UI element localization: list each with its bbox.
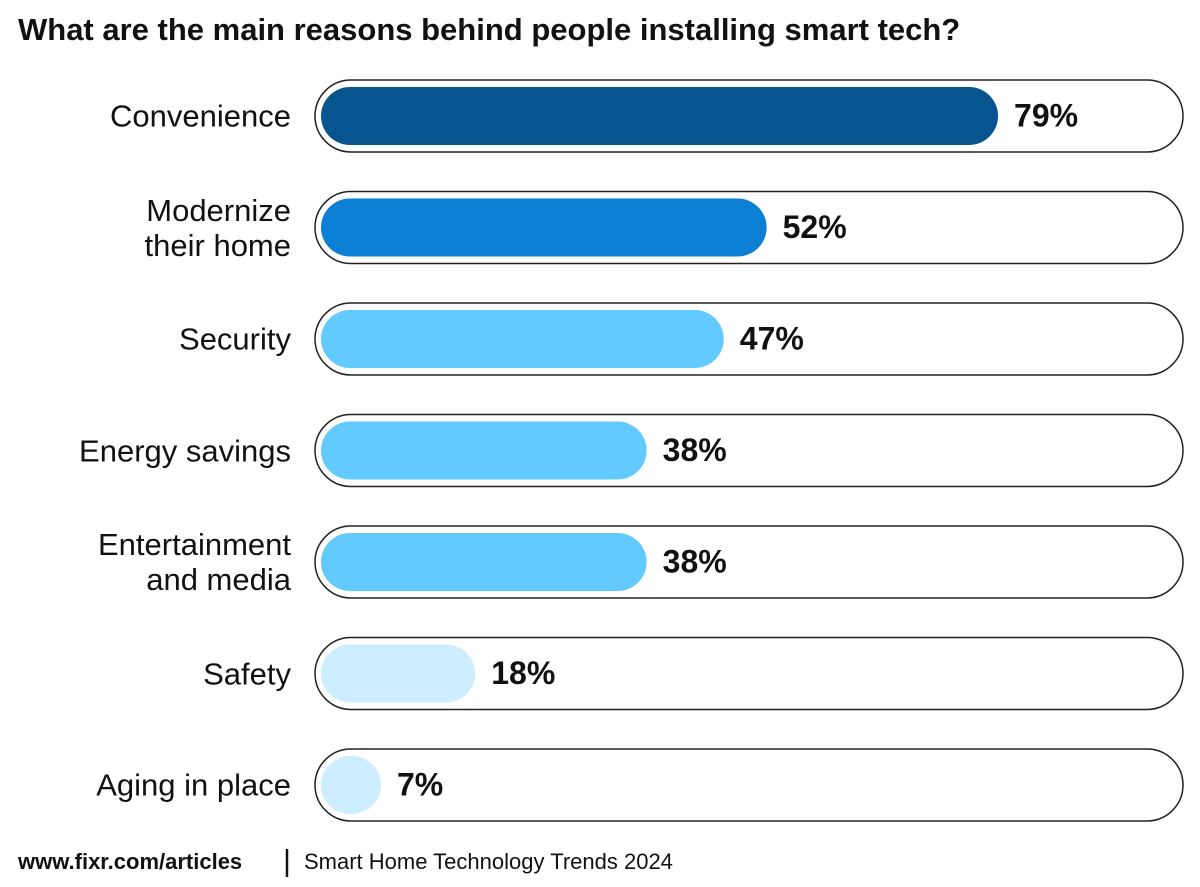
bar-track: [314, 636, 1184, 711]
bar: [321, 421, 647, 480]
bar: [321, 756, 381, 814]
bar: [321, 198, 767, 257]
category-label: Safety: [203, 656, 291, 691]
source-url: www.fixr.com/articles: [17, 849, 242, 874]
bar-track: [314, 748, 1184, 822]
value-label: 47%: [740, 320, 804, 356]
bar: [321, 644, 476, 703]
value-label: 79%: [1014, 97, 1078, 133]
source-title: Smart Home Technology Trends 2024: [304, 849, 673, 874]
bar: [321, 533, 647, 591]
value-label: 7%: [397, 766, 443, 802]
value-label: 52%: [783, 209, 847, 245]
value-label: 38%: [663, 543, 727, 579]
value-label: 38%: [663, 432, 727, 468]
category-label: Aging in place: [96, 767, 291, 803]
category-label: Energy savings: [79, 433, 291, 468]
bar: [321, 87, 999, 145]
chart-title: What are the main reasons behind people …: [18, 12, 960, 47]
category-label: Modernize their home: [144, 192, 291, 263]
category-label: Entertainment and media: [98, 527, 291, 597]
value-label: 18%: [491, 655, 555, 691]
category-label: Security: [179, 321, 291, 357]
bar: [321, 310, 724, 368]
category-label: Convenience: [110, 98, 291, 134]
